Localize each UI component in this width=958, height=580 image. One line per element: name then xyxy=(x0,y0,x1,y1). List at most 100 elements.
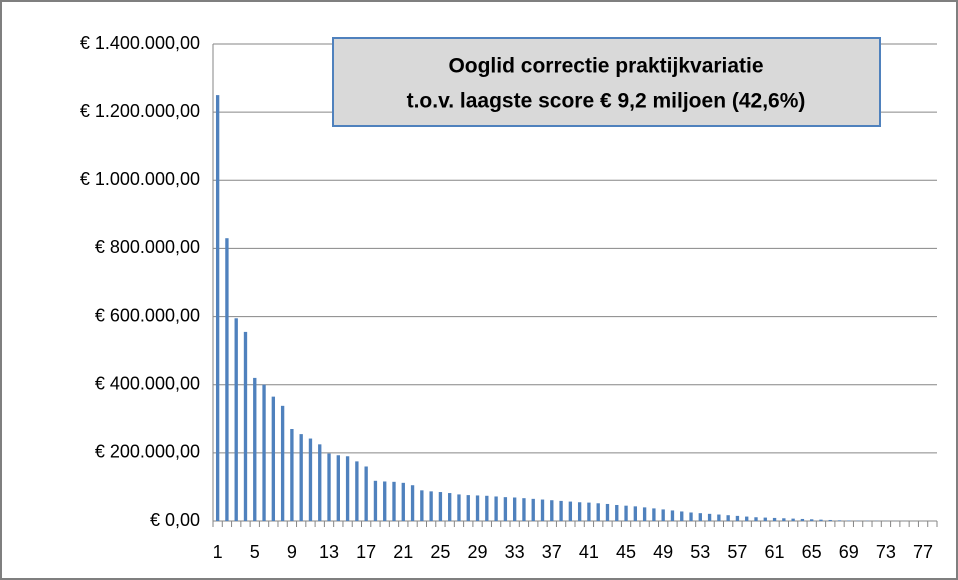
bar xyxy=(763,517,767,521)
bar xyxy=(633,506,638,521)
bar xyxy=(503,497,508,521)
bar xyxy=(652,508,656,521)
bar xyxy=(837,520,842,521)
x-tick-label: 37 xyxy=(542,542,562,562)
bar xyxy=(457,494,461,521)
bar xyxy=(782,518,786,521)
bar xyxy=(401,482,405,521)
bar xyxy=(355,461,359,521)
bar xyxy=(735,515,740,521)
x-tick-label: 25 xyxy=(430,542,450,562)
bar xyxy=(225,238,229,521)
bar xyxy=(670,510,675,521)
bar xyxy=(847,520,851,521)
x-tick-label: 33 xyxy=(505,542,525,562)
x-tick-label: 77 xyxy=(913,542,933,562)
y-tick-label: € 1.200.000,00 xyxy=(80,101,200,121)
annotation-box xyxy=(332,37,881,127)
bar xyxy=(512,497,517,521)
x-tick-label: 49 xyxy=(653,542,673,562)
bar xyxy=(494,496,498,521)
bar xyxy=(475,495,480,521)
bar xyxy=(383,481,387,521)
bar xyxy=(745,516,749,521)
bar xyxy=(438,492,443,521)
bar xyxy=(819,519,823,521)
bar xyxy=(290,429,294,521)
x-tick-label: 61 xyxy=(765,542,785,562)
bar xyxy=(726,515,730,521)
x-tick-label: 5 xyxy=(250,542,260,562)
bar xyxy=(828,519,832,521)
annotation: Ooglid correctie praktijkvariatie xyxy=(448,55,763,78)
bar xyxy=(262,384,266,521)
bar xyxy=(550,500,554,521)
bar xyxy=(568,501,573,521)
bar xyxy=(373,480,378,521)
bar xyxy=(410,485,415,521)
bar xyxy=(540,499,545,521)
bar xyxy=(717,514,721,521)
bar xyxy=(680,511,684,521)
bar xyxy=(299,434,303,521)
bar xyxy=(429,491,433,521)
bar xyxy=(345,456,350,521)
x-tick-label: 17 xyxy=(356,542,376,562)
bar xyxy=(243,331,248,521)
bar xyxy=(577,502,582,521)
bar xyxy=(596,503,600,521)
bar xyxy=(800,518,805,521)
annotation: t.o.v. laagste score € 9,2 miljoen (42,6… xyxy=(407,90,806,113)
bar xyxy=(485,495,489,521)
x-tick-label: 1 xyxy=(213,542,223,562)
x-tick-label: 9 xyxy=(287,542,297,562)
bar xyxy=(531,498,535,521)
bar xyxy=(327,453,331,521)
y-tick-label: € 400.000,00 xyxy=(95,373,200,393)
bar xyxy=(615,504,619,521)
x-tick-label: 13 xyxy=(319,542,339,562)
bar xyxy=(772,517,777,521)
bar xyxy=(661,509,665,521)
bar xyxy=(420,490,424,521)
bar xyxy=(698,513,702,521)
y-tick-label: € 200.000,00 xyxy=(95,442,200,462)
bar xyxy=(707,513,712,521)
bar xyxy=(624,505,628,521)
bar xyxy=(448,493,452,521)
bar xyxy=(587,502,591,521)
x-tick-label: 69 xyxy=(839,542,859,562)
x-tick-label: 29 xyxy=(468,542,488,562)
bar xyxy=(364,466,368,521)
x-tick-label: 41 xyxy=(579,542,599,562)
bar xyxy=(271,396,276,521)
bar xyxy=(522,498,526,521)
x-tick-label: 53 xyxy=(690,542,710,562)
bar xyxy=(392,481,396,521)
bar xyxy=(791,518,795,521)
y-tick-label: € 600.000,00 xyxy=(95,305,200,325)
bar xyxy=(318,444,322,521)
bar xyxy=(253,377,257,521)
bar xyxy=(234,318,238,521)
x-tick-label: 73 xyxy=(876,542,896,562)
bar xyxy=(754,517,758,521)
bar xyxy=(215,95,220,521)
bar xyxy=(559,500,563,521)
bar xyxy=(466,495,470,521)
bar xyxy=(605,503,610,521)
bar xyxy=(642,507,647,521)
bar xyxy=(280,405,285,521)
y-tick-label: € 0,00 xyxy=(150,510,200,530)
x-tick-label: 45 xyxy=(616,542,636,562)
y-tick-label: € 1.000.000,00 xyxy=(80,169,200,189)
x-tick-label: 57 xyxy=(727,542,747,562)
x-tick-label: 65 xyxy=(802,542,822,562)
y-tick-label: € 800.000,00 xyxy=(95,237,200,257)
x-tick-label: 21 xyxy=(393,542,413,562)
bar xyxy=(308,438,313,521)
bar xyxy=(810,519,814,521)
y-tick-label: € 1.400.000,00 xyxy=(80,33,200,53)
